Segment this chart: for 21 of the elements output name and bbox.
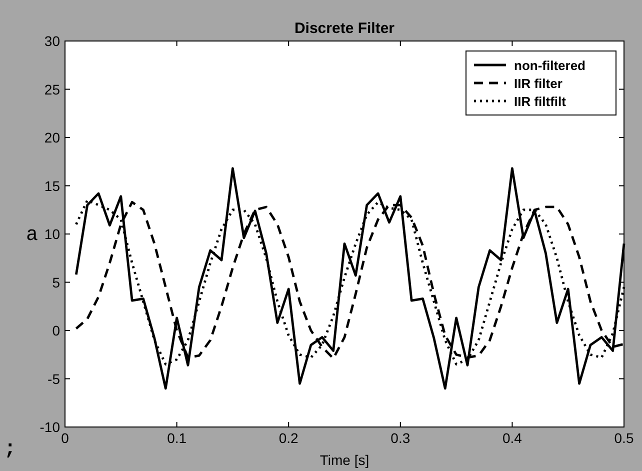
y-tick-label: -10: [40, 419, 60, 435]
x-axis-title: Time [s]: [320, 452, 370, 468]
legend-label: IIR filter: [514, 76, 562, 91]
y-tick-label: 25: [44, 81, 60, 98]
x-tick-label: 0.2: [278, 430, 299, 446]
y-tick-label: 0: [52, 322, 60, 338]
x-tick-label: 0.3: [390, 430, 410, 446]
y-tick-label: 15: [44, 178, 60, 194]
text: ;: [4, 438, 16, 461]
y-tick-label: 30: [44, 33, 60, 49]
text: a: [26, 224, 38, 247]
chart-title: Discrete Filter: [294, 20, 395, 37]
y-tick-label: 10: [44, 226, 60, 242]
y-tick-label: 5: [52, 274, 60, 290]
x-tick-label: 0.5: [614, 430, 634, 446]
x-tick-label: 0.1: [167, 430, 187, 446]
x-tick-label: 0.4: [502, 430, 522, 446]
y-tick-label: 20: [44, 130, 60, 146]
legend-label: IIR filtfilt: [514, 94, 567, 109]
legend-label: non-filtered: [514, 58, 586, 73]
y-tick-label: -5: [48, 370, 60, 387]
